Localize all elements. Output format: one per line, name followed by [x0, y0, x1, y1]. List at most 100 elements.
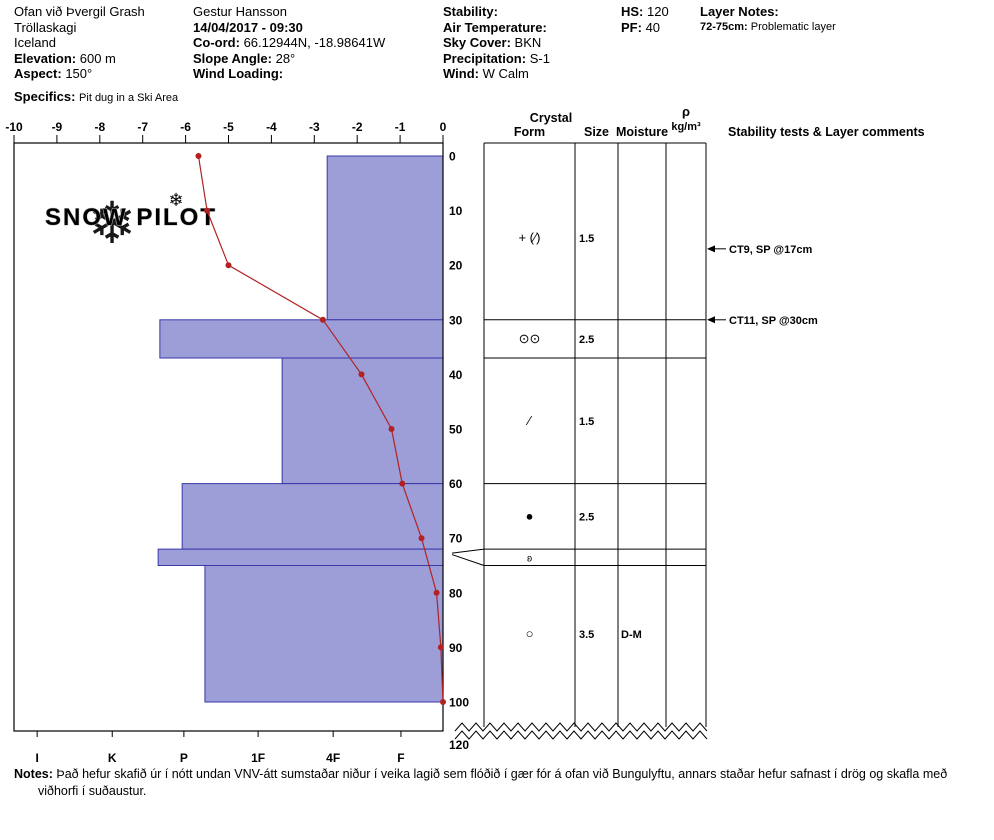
grain-size-value: 2.5 [579, 334, 594, 346]
observer-name: Gestur Hansson [193, 4, 287, 19]
temperature-point [204, 207, 211, 214]
moisture-value: D-M [621, 629, 642, 641]
depth-tick-label: 10 [449, 204, 463, 218]
temperature-point [195, 153, 202, 159]
snowflake-icon: ❄ [88, 191, 137, 256]
site-specifics-row: Specifics: Pit dug in a Ski Area [14, 89, 178, 107]
aspect-label: Aspect: [14, 66, 62, 81]
air-temp-row: Air Temperature: [443, 20, 550, 36]
hs-row: HS: 120 [621, 4, 669, 20]
stability-label: Stability: [443, 4, 498, 19]
observation-datetime: 14/04/2017 - 09:30 [193, 20, 385, 36]
hs-value: 120 [647, 4, 669, 19]
sky-cover-row: Sky Cover: BKN [443, 35, 550, 51]
hs-label: HS: [621, 4, 644, 19]
temp-tick-label: -1 [395, 120, 406, 134]
totals-column: HS: 120 PF: 40 [621, 4, 669, 35]
layer-notes-label: Layer Notes: [700, 4, 779, 19]
slope-angle-value: 28° [275, 50, 296, 66]
coord-label: Co-ord: [193, 35, 240, 50]
specifics-label: Specifics: [14, 88, 76, 104]
coord-row: Co-ord: 66.12944N, -18.98641W [193, 35, 385, 51]
stability-test-label: CT11, SP @30cm [729, 315, 818, 327]
grain-size-value: 1.5 [579, 416, 594, 428]
hardness-tick-label: K [108, 751, 117, 765]
layer-note-text: Problematic layer [750, 20, 836, 33]
grain-form-symbol: ʚ [527, 553, 532, 564]
hardness-tick-label: P [180, 751, 188, 765]
site-name: Ofan við Þvergil Grash [14, 4, 145, 19]
temp-tick-label: -2 [352, 120, 363, 134]
elevation-value: 600 m [79, 50, 116, 66]
temp-tick-label: -5 [223, 120, 234, 134]
temperature-point [440, 699, 446, 705]
layer-bar [181, 483, 444, 550]
hardness-tick-label: F [397, 751, 404, 765]
wind-loading-row: Wind Loading: [193, 66, 385, 82]
layer-notes-column: Layer Notes: 72-75cm: Problematic layer [700, 4, 836, 35]
aspect-value: 150° [65, 66, 93, 81]
depth-tick-label: 70 [449, 532, 463, 546]
precipitation-value: S-1 [529, 50, 550, 66]
pf-row: PF: 40 [621, 20, 669, 36]
specifics-value: Pit dug in a Ski Area [79, 91, 179, 104]
break-zigzag [454, 722, 708, 732]
grain-form-symbol: ○ [526, 626, 534, 641]
crystal-header: Crystal [530, 111, 572, 125]
temperature-point [399, 480, 406, 487]
grain-size-value: 1.5 [579, 233, 594, 245]
rho-units-header: kg/m³ [671, 121, 701, 133]
thin-layer-connector [451, 554, 485, 566]
pit-notes: Notes: Það hefur skafið úr í nótt undan … [14, 766, 988, 799]
wind-label: Wind: [443, 66, 479, 81]
temp-tick-label: -4 [266, 120, 277, 134]
depth-tick-label: 50 [449, 423, 463, 437]
stability-row: Stability: [443, 4, 550, 20]
moisture-header: Moisture [616, 125, 668, 139]
temp-tick-label: -10 [5, 120, 23, 134]
wind-loading-label: Wind Loading: [193, 66, 284, 81]
layer-note-row: 72-75cm: Problematic layer [700, 20, 836, 36]
site-region: Tröllaskagi [14, 19, 77, 35]
arrow-left-icon [707, 245, 715, 253]
precipitation-label: Precipitation: [443, 50, 527, 66]
depth-tick-label: 40 [449, 368, 463, 382]
depth-tick-label: 20 [449, 259, 463, 273]
sky-cover-value: BKN [514, 35, 542, 50]
depth-tick-label: 90 [449, 641, 463, 655]
grain-form-symbol: ● [526, 508, 534, 523]
depth-tick-label: 30 [449, 313, 463, 327]
depth-tick-label: 60 [449, 477, 463, 491]
thin-layer-connector [451, 548, 485, 554]
comments-header: Stability tests & Layer comments [728, 125, 925, 139]
temperature-point [388, 426, 395, 432]
grain-form-symbol: ∕ [525, 413, 532, 428]
depth-tick-label: 100 [449, 696, 469, 710]
temperature-point [319, 316, 326, 323]
rho-header: ρ [682, 104, 690, 119]
temp-tick-label: -7 [137, 120, 148, 134]
sky-cover-label: Sky Cover: [443, 35, 511, 50]
temp-tick-label: -9 [52, 120, 63, 134]
notes-text: Það hefur skafið úr í nótt undan VNV-átt… [38, 767, 948, 798]
grain-size-value: 2.5 [579, 511, 594, 523]
datetime-value: 14/04/2017 - 09:30 [193, 19, 303, 35]
grain-form-symbol: ⊙⊙ [519, 331, 541, 346]
temp-tick-label: -6 [180, 120, 191, 134]
temperature-point [225, 262, 232, 269]
site-aspect-row: Aspect: 150° [14, 66, 178, 82]
elevation-label: Elevation: [14, 50, 77, 66]
layer-bar [204, 565, 444, 703]
precipitation-row: Precipitation: S-1 [443, 51, 550, 67]
layer-note-depth: 72-75cm: [700, 20, 748, 33]
form-header: Form [514, 125, 545, 139]
wind-value: W Calm [482, 66, 529, 81]
size-header: Size [584, 125, 609, 139]
hardness-tick-label: 1F [251, 751, 265, 765]
depth-tick-label: 0 [449, 150, 456, 164]
hardness-tick-label: 4F [326, 751, 340, 765]
temperature-point [358, 371, 365, 378]
break-zigzag [454, 730, 708, 740]
coord-value: 66.12944N, -18.98641W [243, 35, 386, 50]
